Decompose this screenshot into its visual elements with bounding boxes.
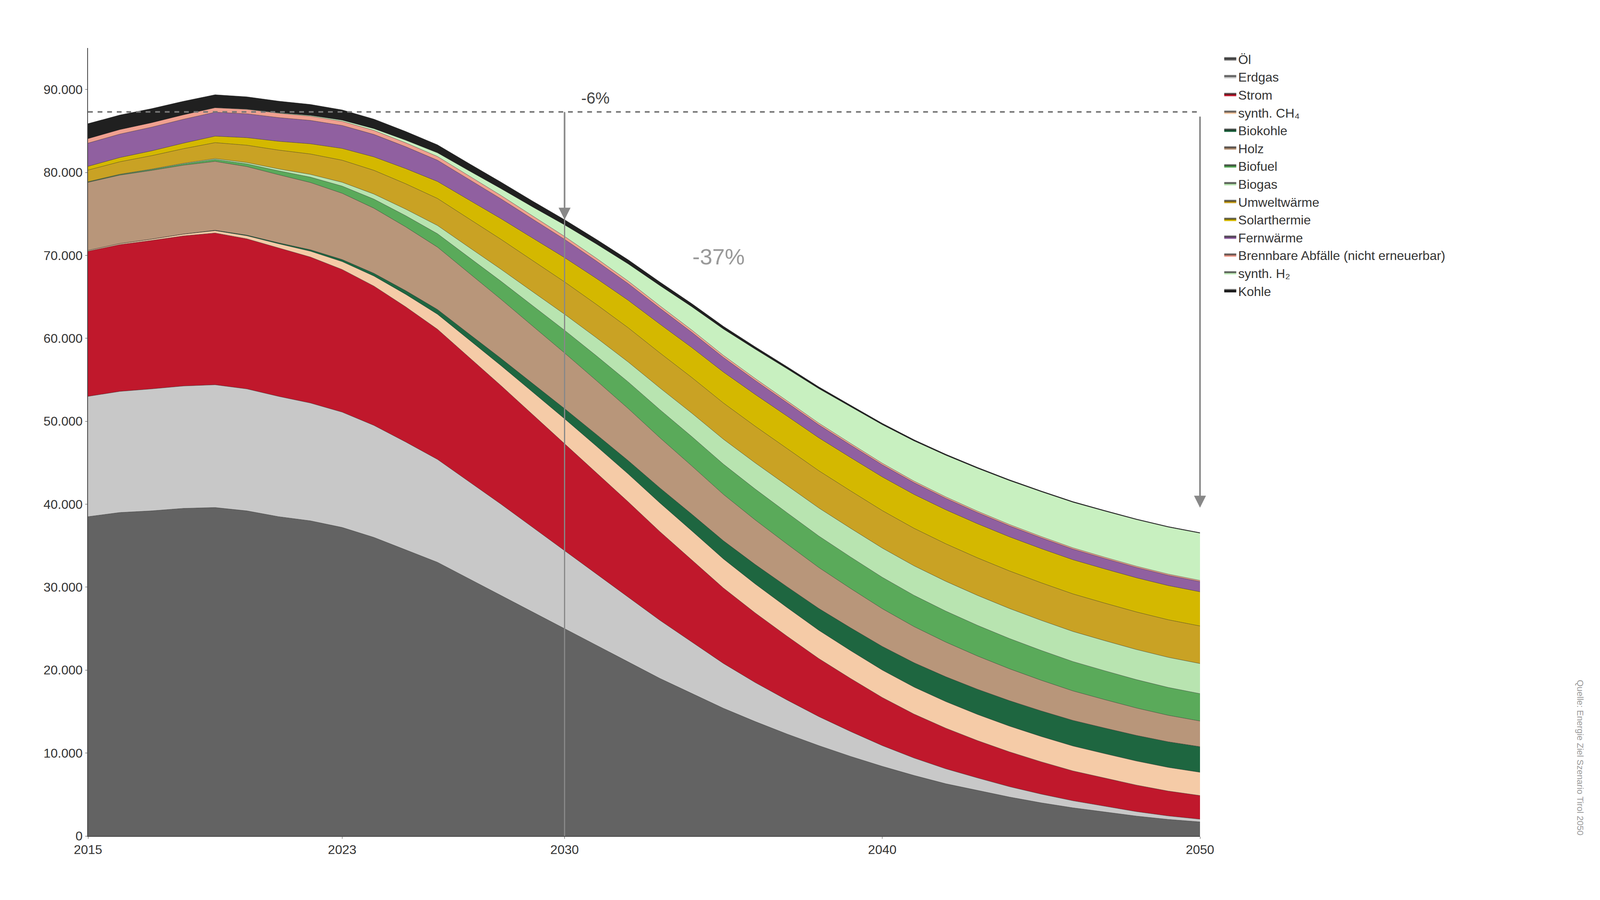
svg-text:2015: 2015: [73, 842, 102, 857]
svg-text:2030: 2030: [550, 842, 579, 857]
svg-text:Biofuel: Biofuel: [1238, 159, 1278, 174]
svg-text:-6%: -6%: [581, 89, 610, 107]
svg-text:20.000: 20.000: [43, 662, 83, 678]
svg-text:40.000: 40.000: [43, 497, 83, 512]
svg-text:Quelle: Energie Ziel Szenario: Quelle: Energie Ziel Szenario Tirol 2050: [1575, 680, 1586, 836]
svg-text:60.000: 60.000: [43, 331, 83, 346]
svg-text:Biogas: Biogas: [1238, 177, 1278, 192]
svg-text:Solarthermie: Solarthermie: [1238, 212, 1311, 228]
svg-text:-37%: -37%: [692, 244, 745, 270]
svg-text:90.000: 90.000: [43, 82, 83, 97]
svg-text:80.000: 80.000: [43, 165, 83, 180]
svg-text:Öl: Öl: [1238, 52, 1252, 67]
svg-text:10.000: 10.000: [43, 746, 83, 761]
svg-text:Erdgas: Erdgas: [1238, 70, 1279, 85]
svg-text:0: 0: [75, 828, 83, 844]
svg-text:50.000: 50.000: [43, 414, 83, 429]
svg-text:30.000: 30.000: [43, 580, 83, 595]
svg-text:Biokohle: Biokohle: [1238, 123, 1288, 138]
svg-text:Holz: Holz: [1238, 141, 1264, 156]
svg-text:2040: 2040: [868, 842, 897, 857]
svg-text:Umweltwärme: Umweltwärme: [1238, 195, 1320, 210]
svg-text:2050: 2050: [1185, 842, 1214, 857]
svg-text:Strom: Strom: [1238, 88, 1273, 103]
svg-text:synth. H₂: synth. H₂: [1238, 266, 1291, 281]
svg-text:Fernwärme: Fernwärme: [1238, 230, 1304, 246]
svg-text:Brennbare Abfälle (nicht erneu: Brennbare Abfälle (nicht erneuerbar): [1238, 248, 1446, 263]
svg-text:2023: 2023: [328, 842, 357, 857]
svg-text:Kohle: Kohle: [1238, 284, 1272, 299]
svg-text:70.000: 70.000: [43, 248, 83, 263]
svg-text:synth. CH₄: synth. CH₄: [1238, 106, 1300, 121]
